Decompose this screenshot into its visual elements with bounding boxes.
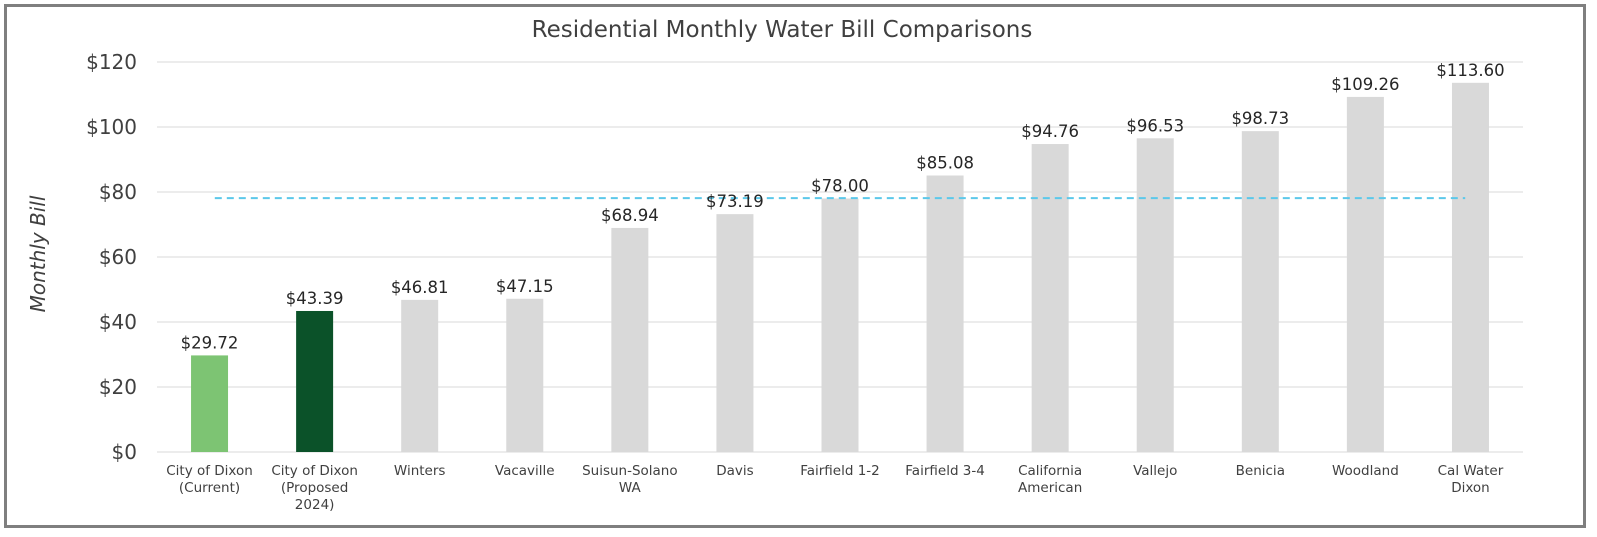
y-tick-label: $100 xyxy=(86,115,137,139)
bar xyxy=(821,198,859,452)
data-labels: $29.72 $43.39 $46.81 $47.15 $68.94 $73.19 $78.… xyxy=(181,61,1505,353)
x-tick-label-line: WA xyxy=(619,480,642,496)
x-tick-label-line: 2024) xyxy=(295,497,335,513)
x-tick-label-line: Suisun-Solano xyxy=(582,463,678,479)
x-tick-label-line: American xyxy=(1018,480,1082,496)
y-tick-label: $120 xyxy=(86,50,137,74)
data-label: $85.08 xyxy=(916,153,974,172)
bar xyxy=(1241,131,1279,452)
x-tick-label-line: (Proposed xyxy=(281,480,348,496)
x-tick-label: Vallejo xyxy=(1133,463,1177,479)
data-label: $43.39 xyxy=(286,289,344,308)
bar xyxy=(506,298,544,452)
y-tick-label: $60 xyxy=(99,245,137,269)
x-tick-label: Suisun-Solano WA xyxy=(582,463,678,496)
x-tick-labels: City of Dixon (Current)City of Dixon (Prop… xyxy=(166,463,1503,513)
x-tick-label: Woodland xyxy=(1332,463,1399,479)
y-tick-label: $40 xyxy=(99,310,137,334)
x-tick-label-line: Winters xyxy=(394,463,446,479)
x-tick-label: California American xyxy=(1018,463,1082,496)
y-tick-label: $20 xyxy=(99,375,137,399)
x-tick-label: City of Dixon (Proposed 2024) xyxy=(271,463,358,513)
data-label: $73.19 xyxy=(706,192,764,211)
data-label: $98.73 xyxy=(1231,109,1289,128)
data-label: $68.94 xyxy=(601,206,659,225)
y-axis-label: Monthly Bill xyxy=(26,195,50,312)
x-tick-label: Cal Water Dixon xyxy=(1438,463,1504,496)
x-tick-label-line: Benicia xyxy=(1236,463,1285,479)
x-tick-label-line: City of Dixon xyxy=(271,463,358,479)
data-label: $78.00 xyxy=(811,177,869,196)
bar xyxy=(1136,138,1174,452)
x-tick-label-line: Fairfield 1-2 xyxy=(800,463,880,479)
x-tick-label: Fairfield 3-4 xyxy=(905,463,985,479)
x-tick-label-line: Fairfield 3-4 xyxy=(905,463,985,479)
x-tick-label-line: Dixon xyxy=(1451,480,1490,496)
data-label: $47.15 xyxy=(496,277,554,296)
x-tick-label-line: Davis xyxy=(716,463,753,479)
x-tick-label: Benicia xyxy=(1236,463,1285,479)
x-tick-label-line: California xyxy=(1018,463,1082,479)
x-tick-label-line: City of Dixon xyxy=(166,463,253,479)
chart-title: Residential Monthly Water Bill Compariso… xyxy=(532,17,1033,43)
x-tick-label: Davis xyxy=(716,463,753,479)
bars xyxy=(191,82,1489,453)
bar xyxy=(611,227,649,452)
data-label: $113.60 xyxy=(1436,61,1504,80)
chart-frame xyxy=(4,4,1586,528)
bar xyxy=(401,299,439,452)
x-tick-label: Vacaville xyxy=(495,463,555,479)
gridlines xyxy=(157,61,1523,453)
bar xyxy=(926,175,964,453)
y-tick-label: $80 xyxy=(99,180,137,204)
data-label: $94.76 xyxy=(1021,122,1079,141)
bar xyxy=(1346,96,1384,452)
x-tick-label: Fairfield 1-2 xyxy=(800,463,880,479)
bar xyxy=(191,355,229,452)
y-tick-label: $0 xyxy=(112,440,137,464)
data-label: $109.26 xyxy=(1331,75,1399,94)
x-tick-label-line: (Current) xyxy=(179,480,240,496)
bar xyxy=(1451,82,1489,453)
data-label: $29.72 xyxy=(181,333,239,352)
bar xyxy=(296,310,334,452)
data-label: $46.81 xyxy=(391,278,449,297)
x-tick-label: City of Dixon (Current) xyxy=(166,463,253,496)
x-tick-label-line: Vacaville xyxy=(495,463,555,479)
bar xyxy=(716,214,754,452)
x-tick-label-line: Woodland xyxy=(1332,463,1399,479)
x-tick-label-line: Cal Water xyxy=(1438,463,1504,479)
x-tick-label: Winters xyxy=(394,463,446,479)
x-tick-label-line: Vallejo xyxy=(1133,463,1177,479)
data-label: $96.53 xyxy=(1126,116,1184,135)
bar xyxy=(1031,144,1069,452)
y-tick-labels: $0 $20 $40 $60 $80 $100 $120 xyxy=(86,50,137,464)
